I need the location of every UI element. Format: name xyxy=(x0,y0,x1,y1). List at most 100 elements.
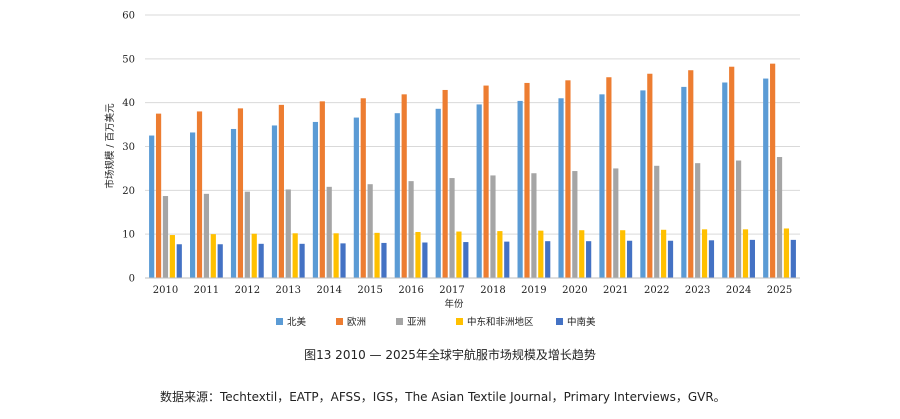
figure-caption: 图13 2010 — 2025年全球宇航服市场规模及增长趋势 xyxy=(304,348,596,362)
gridlines xyxy=(145,14,800,235)
bar xyxy=(586,241,592,278)
y-tick-label: 60 xyxy=(122,11,135,22)
x-tick-label: 2014 xyxy=(316,285,341,296)
bar xyxy=(708,240,715,278)
bar xyxy=(524,82,530,278)
bar xyxy=(367,184,373,278)
bar xyxy=(558,98,564,278)
bar xyxy=(394,113,400,278)
bar xyxy=(374,232,380,278)
bar xyxy=(647,73,653,279)
x-tick-label: 2012 xyxy=(235,285,260,296)
x-tick-label: 2015 xyxy=(357,285,382,296)
bar xyxy=(456,231,462,278)
bar xyxy=(149,135,155,278)
bar xyxy=(661,229,667,278)
bar xyxy=(790,239,796,278)
bar xyxy=(285,189,291,278)
legend-item: 北美 xyxy=(276,316,307,328)
bar xyxy=(531,173,537,278)
legend-label: 北美 xyxy=(287,316,307,328)
bar xyxy=(381,242,387,278)
bar xyxy=(162,196,169,278)
legend-item: 中东和非洲地区 xyxy=(456,316,534,328)
bar xyxy=(667,240,674,278)
legend-swatch xyxy=(456,318,463,325)
bar xyxy=(599,94,605,278)
bar xyxy=(463,242,469,278)
bar xyxy=(538,230,544,278)
x-axis-title: 年份 xyxy=(444,298,464,310)
bar xyxy=(244,191,250,278)
bars xyxy=(149,63,796,279)
x-tick-label: 2025 xyxy=(767,285,792,296)
y-tick-labels: 0 10 20 30 40 50 60 xyxy=(122,11,135,285)
legend-label: 亚洲 xyxy=(407,317,426,328)
bar xyxy=(196,111,203,279)
bar xyxy=(408,181,414,278)
legend-item: 中南美 xyxy=(556,316,596,328)
bar xyxy=(763,78,769,278)
bar xyxy=(517,100,523,278)
bar xyxy=(613,168,619,278)
bar xyxy=(579,230,585,278)
legend-swatch xyxy=(556,318,563,325)
bar xyxy=(155,113,162,279)
x-tick-label: 2016 xyxy=(398,285,423,296)
bar xyxy=(190,132,196,278)
y-tick-label: 20 xyxy=(122,186,135,197)
y-tick-label: 30 xyxy=(122,142,135,153)
bar xyxy=(572,171,578,278)
bar xyxy=(681,86,687,278)
bar xyxy=(435,108,441,278)
x-tick-label: 2019 xyxy=(521,285,546,296)
bar xyxy=(258,243,264,278)
bar xyxy=(278,104,284,278)
x-tick-label: 2024 xyxy=(726,285,751,296)
legend-swatch xyxy=(396,318,403,325)
legend-swatch xyxy=(336,318,343,325)
x-tick-label: 2010 xyxy=(153,285,178,296)
bar xyxy=(251,233,257,278)
bar xyxy=(476,104,482,278)
bar xyxy=(545,241,551,278)
x-tick-label: 2021 xyxy=(603,285,628,296)
bar xyxy=(360,98,366,278)
bar xyxy=(449,178,455,278)
bar xyxy=(210,234,216,278)
y-axis-title: 市场规模 / 百万美元 xyxy=(104,103,116,189)
bar xyxy=(640,90,646,278)
y-tick-label: 40 xyxy=(122,98,135,109)
y-tick-label: 0 xyxy=(129,274,135,285)
bar xyxy=(217,244,223,278)
bar xyxy=(271,125,278,279)
bar xyxy=(722,82,728,278)
legend-label: 中南美 xyxy=(567,316,596,328)
bar xyxy=(701,229,708,278)
data-source-note: 数据来源：Techtextil，EATP，AFSS，IGS，The Asian … xyxy=(160,390,726,404)
bar xyxy=(497,231,503,278)
bar xyxy=(776,157,783,278)
bar xyxy=(504,241,510,278)
bar xyxy=(326,186,332,278)
bar xyxy=(565,80,571,278)
x-tick-label: 2017 xyxy=(439,285,464,296)
legend-item: 亚洲 xyxy=(396,317,426,328)
legend-item: 欧洲 xyxy=(336,316,366,328)
bar xyxy=(237,108,244,279)
y-tick-label: 50 xyxy=(122,54,135,65)
bar xyxy=(626,240,633,278)
bar xyxy=(169,235,175,278)
bar xyxy=(401,94,407,278)
bar xyxy=(654,165,660,278)
legend: 北美 欧洲 亚洲 中东和非洲地区 中南美 xyxy=(276,316,596,328)
bar xyxy=(415,231,421,278)
bar xyxy=(333,233,339,278)
bar xyxy=(353,117,359,278)
bar xyxy=(176,244,182,278)
bar xyxy=(292,233,298,278)
x-tick-label: 2020 xyxy=(562,285,587,296)
bar xyxy=(729,66,735,278)
bar xyxy=(620,230,626,278)
